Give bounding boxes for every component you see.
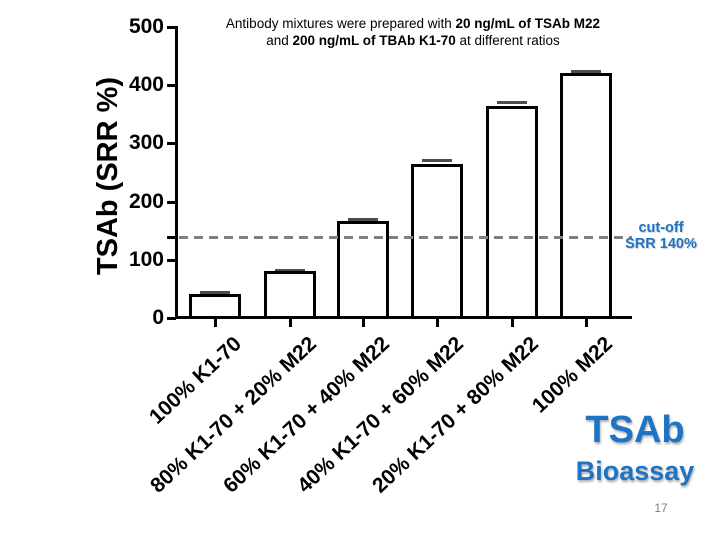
x-axis-line	[175, 316, 632, 319]
title-segment: 20 ng/mL of TSAb M22	[455, 16, 601, 31]
title-segment: and	[266, 32, 293, 48]
cutoff-axis-tick	[167, 235, 176, 239]
y-axis-tick-label: 400	[128, 73, 164, 97]
error-bar-cap	[348, 218, 378, 222]
y-axis-tick	[167, 258, 176, 262]
y-axis-tick	[167, 317, 176, 320]
x-axis-tick	[362, 319, 365, 327]
x-axis-tick	[585, 319, 588, 327]
bar	[264, 270, 316, 319]
error-bar-cap	[422, 159, 452, 163]
x-axis-tick	[289, 319, 292, 327]
y-axis-tick-label: 0	[152, 306, 164, 329]
error-bar-cap	[200, 290, 230, 294]
y-axis-tick-label: 300	[128, 131, 164, 155]
x-axis-tick	[214, 319, 217, 327]
bar	[560, 73, 612, 319]
y-axis-tick-label: 200	[128, 189, 164, 213]
error-bar-cap	[497, 100, 527, 104]
assay-branding: TSAb Bioassay	[560, 410, 710, 486]
error-bar-cap	[571, 70, 601, 74]
bar	[486, 105, 538, 319]
title-segment: at different ratios	[455, 32, 560, 48]
y-axis-tick	[167, 84, 176, 88]
error-bar-cap	[275, 268, 305, 272]
page-number: 17	[654, 501, 668, 515]
bar	[411, 163, 463, 319]
cutoff-label-line1: cut-off	[638, 220, 684, 236]
cutoff-label-line2: SRR 140%	[625, 236, 697, 252]
y-axis-tick-label: 500	[128, 15, 164, 38]
title-segment: Antibody mixtures were prepared with	[225, 16, 456, 31]
y-axis-tick	[167, 26, 176, 29]
x-axis-tick	[511, 319, 514, 327]
y-axis-line	[175, 26, 178, 319]
y-axis-tick	[167, 200, 176, 204]
y-axis-tick	[167, 142, 176, 146]
bar	[189, 293, 241, 319]
branding-subtitle: Bioassay	[575, 456, 695, 486]
title-segment: 200 ng/mL of TBAb K1-70	[292, 32, 456, 48]
branding-title: TSAb	[585, 409, 685, 451]
cutoff-dashed-line	[179, 235, 632, 239]
cutoff-label: cut-off SRR 140%	[618, 220, 704, 252]
y-axis-tick-label: 100	[128, 247, 164, 271]
chart-title: Antibody mixtures were prepared with 20 …	[213, 16, 613, 50]
x-axis-tick	[436, 319, 439, 327]
